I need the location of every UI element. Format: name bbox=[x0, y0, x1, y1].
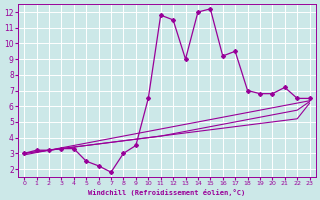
X-axis label: Windchill (Refroidissement éolien,°C): Windchill (Refroidissement éolien,°C) bbox=[88, 189, 245, 196]
